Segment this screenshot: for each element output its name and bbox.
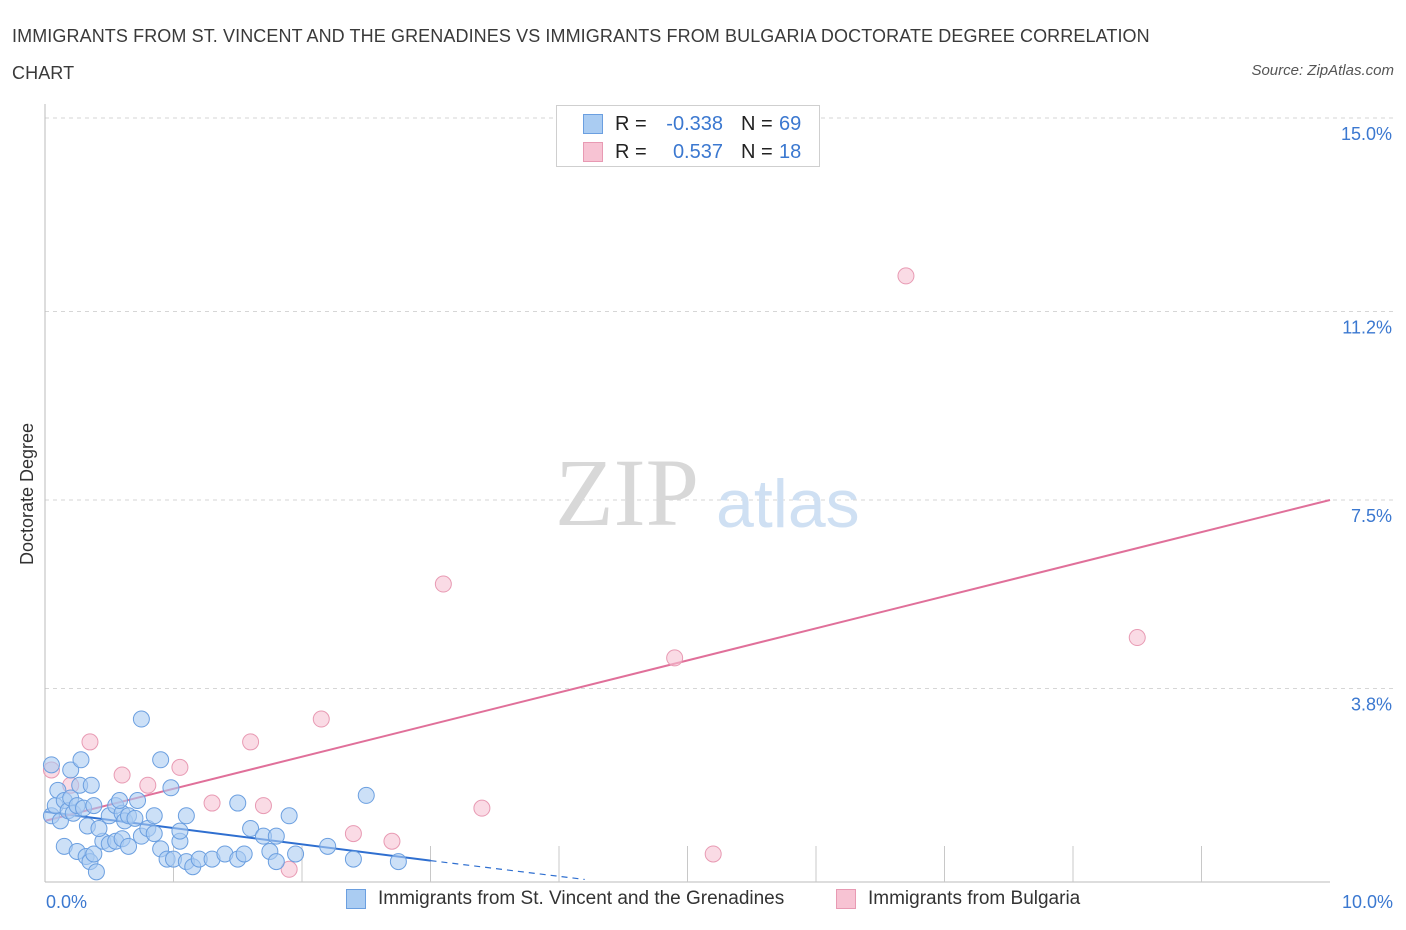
trend-line-st-vincent-extension (430, 860, 585, 881)
legend-label: Immigrants from Bulgaria (868, 888, 1081, 909)
r-label: R = (615, 140, 647, 163)
y-tick-label: 11.2% (1342, 318, 1392, 338)
data-point-st-vincent (120, 837, 138, 855)
r-value: -0.338 (666, 112, 723, 135)
source-label: Source: ZipAtlas.com (1251, 62, 1394, 79)
x-tick-label: 10.0% (1342, 892, 1393, 912)
data-point-st-vincent (72, 751, 90, 769)
stats-legend: R = -0.338 N = 69 R = 0.537 N = 18 (556, 105, 820, 167)
trend-lines (44, 499, 1331, 881)
data-point-st-vincent (177, 807, 195, 825)
data-point-bulgaria (139, 776, 157, 794)
y-tick-label: 7.5% (1351, 506, 1392, 526)
data-point-st-vincent (344, 850, 362, 868)
data-point-bulgaria (434, 575, 452, 593)
tick-labels: 3.8% 7.5% 11.2% 15.0% 0.0% 10.0% Doctorate Deg… (17, 124, 1393, 912)
data-point-st-vincent (267, 853, 285, 871)
blue-swatch-icon (583, 114, 603, 134)
data-point-st-vincent (229, 794, 247, 812)
legend-item-bulgaria: Immigrants from Bulgaria (836, 888, 1080, 910)
data-point-st-vincent (152, 751, 170, 769)
y-tick-label: 15.0% (1341, 124, 1392, 144)
data-point-bulgaria (81, 733, 99, 751)
n-label: N = (741, 112, 773, 135)
grid-lines (45, 117, 1395, 689)
data-point-st-vincent (267, 827, 285, 845)
data-point-st-vincent (319, 837, 337, 855)
data-point-st-vincent (85, 797, 103, 815)
data-point-st-vincent (87, 863, 105, 881)
data-point-st-vincent (132, 710, 150, 728)
data-point-bulgaria (897, 267, 915, 285)
n-value: 69 (779, 112, 802, 135)
legend-label: Immigrants from St. Vincent and the Gren… (378, 888, 785, 909)
data-point-bulgaria (344, 825, 362, 843)
data-point-st-vincent (126, 809, 144, 827)
data-points (42, 267, 1146, 881)
watermark-atlas: atlas (716, 466, 860, 542)
data-point-bulgaria (203, 794, 221, 812)
r-value: 0.537 (672, 140, 723, 163)
data-point-bulgaria (1128, 629, 1146, 647)
x-tick-label: 0.0% (46, 892, 87, 912)
legend-item-st-vincent: Immigrants from St. Vincent and the Gren… (346, 888, 784, 910)
watermark-zip: ZIP (555, 439, 699, 546)
stats-legend-row-blue: R = -0.338 N = 69 (583, 110, 801, 138)
data-point-bulgaria (171, 758, 189, 776)
data-point-bulgaria (280, 860, 298, 878)
data-point-bulgaria (704, 845, 722, 863)
y-tick-label: 3.8% (1351, 694, 1392, 714)
data-point-st-vincent (389, 853, 407, 871)
data-point-st-vincent (242, 820, 260, 838)
data-point-st-vincent (42, 756, 60, 774)
data-point-st-vincent (162, 779, 180, 797)
data-point-st-vincent (280, 807, 298, 825)
y-axis-label: Doctorate Degree (17, 423, 37, 565)
n-label: N = (741, 140, 773, 163)
data-point-st-vincent (129, 792, 147, 810)
data-point-st-vincent (171, 822, 189, 840)
stats-legend-row-pink: R = 0.537 N = 18 (583, 138, 801, 166)
data-point-st-vincent (111, 792, 129, 810)
data-point-bulgaria (113, 766, 131, 784)
data-point-st-vincent (62, 761, 80, 779)
trend-line-bulgaria (44, 499, 1331, 822)
data-point-bulgaria (666, 649, 684, 667)
r-label: R = (615, 112, 647, 135)
data-point-st-vincent (82, 776, 100, 794)
data-point-bulgaria (383, 832, 401, 850)
watermark: ZIP atlas (555, 439, 860, 546)
pink-swatch-icon (583, 142, 603, 162)
data-point-st-vincent (145, 807, 163, 825)
data-point-st-vincent (235, 845, 253, 863)
blue-swatch-icon (346, 889, 366, 909)
data-point-st-vincent (357, 786, 375, 804)
n-value: 18 (779, 140, 802, 163)
chart-title: IMMIGRANTS FROM ST. VINCENT AND THE GREN… (12, 26, 1150, 83)
data-point-st-vincent (90, 820, 108, 838)
data-point-st-vincent (85, 845, 103, 863)
series-legend: Immigrants from St. Vincent and the Gren… (0, 888, 1406, 916)
pink-swatch-icon (836, 889, 856, 909)
data-point-bulgaria (473, 799, 491, 817)
data-point-bulgaria (242, 733, 260, 751)
data-point-st-vincent (287, 845, 305, 863)
data-point-bulgaria (312, 710, 330, 728)
data-point-st-vincent (145, 825, 163, 843)
data-point-bulgaria (254, 797, 272, 815)
